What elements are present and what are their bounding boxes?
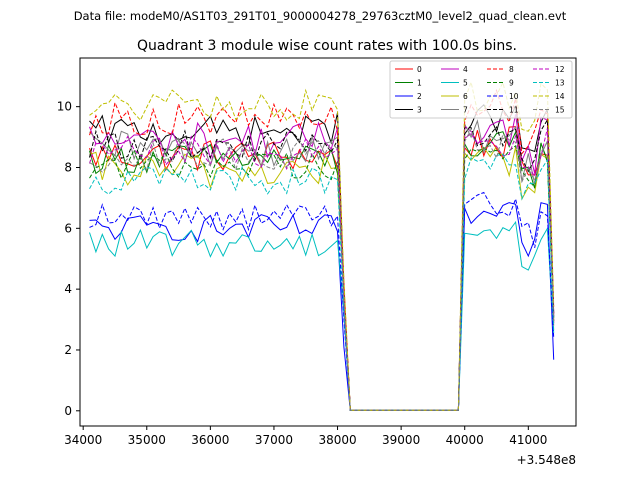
- legend-label-1: 1: [417, 79, 422, 88]
- y-tick-label: 8: [64, 160, 72, 174]
- series-line-5: [89, 220, 555, 411]
- y-tick-label: 0: [64, 404, 72, 418]
- series-line-2: [89, 202, 555, 411]
- legend-label-2: 2: [417, 92, 422, 101]
- legend-label-4: 4: [463, 65, 468, 74]
- series-line-4: [89, 114, 555, 411]
- series-line-13: [89, 153, 555, 411]
- legend-label-13: 13: [555, 79, 565, 88]
- legend-label-0: 0: [417, 65, 422, 74]
- x-tick-label: 37000: [255, 433, 293, 447]
- series-line-12: [89, 125, 555, 411]
- x-tick-label: 39000: [382, 433, 420, 447]
- legend-label-5: 5: [463, 79, 468, 88]
- legend-label-7: 7: [463, 106, 468, 115]
- axes-frame: [79, 57, 577, 427]
- series-line-15: [89, 127, 555, 411]
- legend-label-10: 10: [509, 92, 519, 101]
- legend-label-3: 3: [417, 106, 422, 115]
- series-line-7: [89, 119, 555, 411]
- series-line-1: [89, 130, 555, 411]
- y-tick-label: 10: [57, 100, 72, 114]
- legend-label-15: 15: [555, 106, 565, 115]
- figure-suptitle: Data file: modeM0/AS1T03_291T01_90000042…: [74, 9, 567, 23]
- legend-label-14: 14: [555, 92, 565, 101]
- series-line-10: [89, 191, 555, 411]
- y-axis: 0 2 4 6 8 10: [57, 100, 80, 418]
- x-tick-label: 35000: [128, 433, 166, 447]
- series-layer: [89, 80, 555, 411]
- x-tick-label: 38000: [318, 433, 356, 447]
- series-line-9: [89, 142, 555, 411]
- legend-label-6: 6: [463, 92, 468, 101]
- x-tick-label: 41000: [509, 433, 547, 447]
- chart-title: Quadrant 3 module wise count rates with …: [137, 38, 517, 54]
- y-tick-label: 4: [64, 282, 72, 296]
- y-tick-label: 6: [64, 221, 72, 235]
- series-line-14: [89, 80, 555, 411]
- legend-label-11: 11: [509, 106, 519, 115]
- x-tick-label: 34000: [64, 433, 102, 447]
- y-tick-label: 2: [64, 343, 72, 357]
- legend-frame: [389, 60, 573, 119]
- x-axis-offset-label: +3.548e8: [517, 453, 576, 467]
- x-tick-label: 36000: [191, 433, 229, 447]
- series-line-11: [89, 118, 555, 411]
- legend-label-12: 12: [555, 65, 565, 74]
- x-tick-label: 40000: [446, 433, 484, 447]
- x-axis: 34000 35000 36000 37000 38000 39000 40000 41000: [64, 426, 547, 447]
- legend-label-8: 8: [509, 65, 514, 74]
- legend-label-9: 9: [509, 79, 514, 88]
- series-line-6: [89, 145, 555, 411]
